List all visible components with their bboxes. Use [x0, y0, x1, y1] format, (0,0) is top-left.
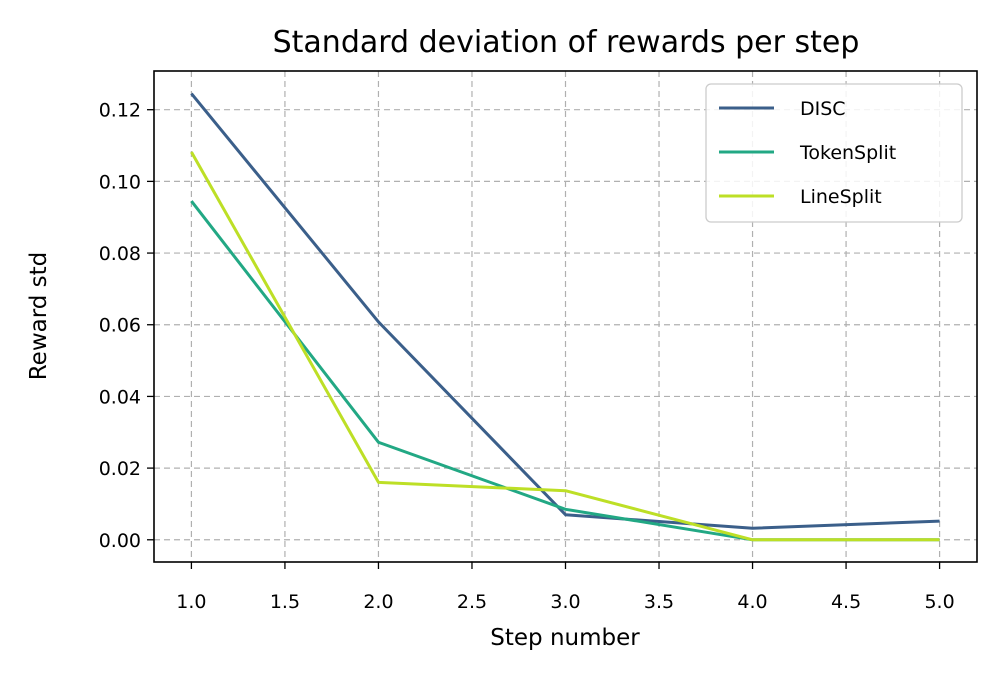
- series-line-linesplit: [190, 151, 940, 542]
- y-tick-label: 0.08: [99, 243, 141, 265]
- x-tick-label: 2.5: [457, 591, 487, 613]
- legend-box: [705, 83, 963, 223]
- x-tick-label: 2.0: [363, 591, 393, 613]
- series-layer: [190, 92, 940, 542]
- y-tick-label: 0.04: [99, 386, 141, 408]
- x-tick-label: 1.5: [270, 591, 300, 613]
- y-tick-label: 0.06: [99, 315, 141, 337]
- y-axis-ticks: 0.00 0.02 0.04 0.06 0.08 0.10 0.12: [99, 100, 154, 552]
- legend-label-linesplit: LineSplit: [800, 186, 882, 208]
- x-axis-ticks: 1.0 1.5 2.0 2.5 3.0 3.5 4.0 4.5 5.0: [176, 562, 955, 613]
- y-tick-label: 0.00: [99, 530, 141, 552]
- y-tick-label: 0.02: [99, 458, 141, 480]
- x-tick-label: 4.0: [737, 591, 767, 613]
- x-tick-label: 3.0: [550, 591, 580, 613]
- legend-label-disc: DISC: [800, 98, 846, 120]
- y-axis-label: Reward std: [26, 252, 52, 381]
- x-tick-label: 4.5: [831, 591, 861, 613]
- x-tick-label: 5.0: [924, 591, 954, 613]
- x-tick-label: 1.0: [176, 591, 206, 613]
- chart-title: Standard deviation of rewards per step: [273, 25, 860, 60]
- y-tick-label: 0.10: [99, 171, 141, 193]
- legend-label-tokensplit: TokenSplit: [799, 142, 896, 164]
- y-tick-label: 0.12: [99, 100, 141, 122]
- legend: DISC TokenSplit LineSplit: [705, 83, 963, 223]
- x-axis-label: Step number: [490, 625, 640, 651]
- x-tick-label: 3.5: [644, 591, 674, 613]
